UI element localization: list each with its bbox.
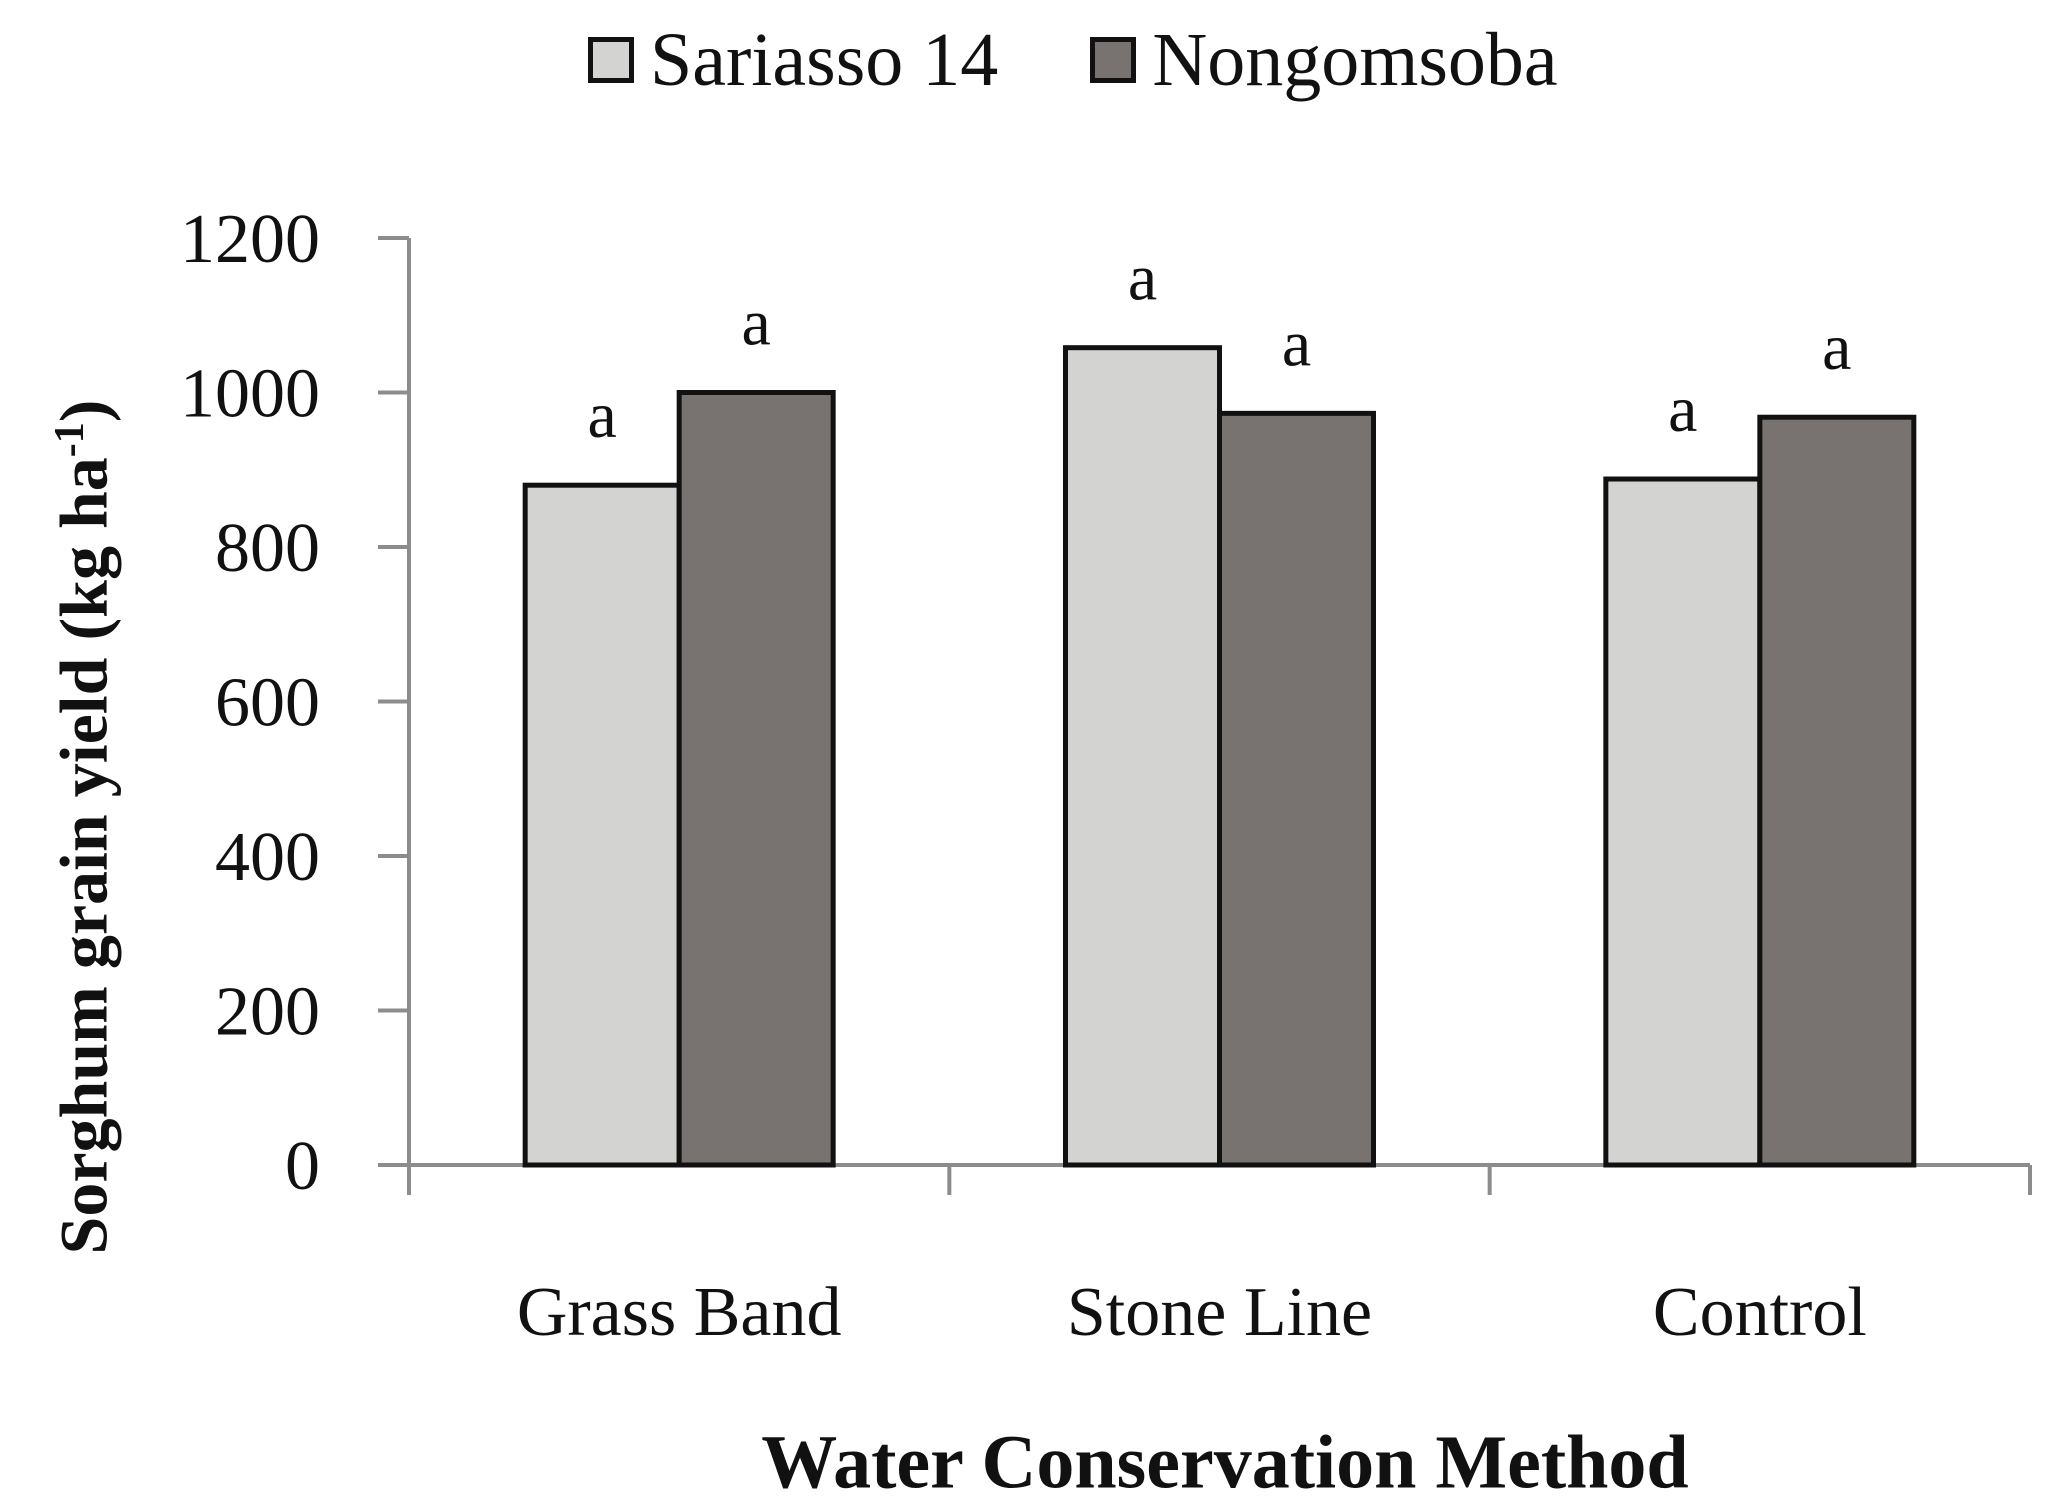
legend-item-nongomsoba: Nongomsoba xyxy=(1090,17,1558,104)
significance-letter: a xyxy=(1668,373,1697,446)
x-axis-label: Water Conservation Method xyxy=(761,1420,1689,1505)
significance-letter: a xyxy=(1822,311,1851,384)
y-tick-label: 600 xyxy=(215,665,320,742)
bar xyxy=(1063,345,1222,1168)
y-tick-label: 0 xyxy=(285,1128,320,1205)
x-tick-label: Grass Band xyxy=(517,1274,842,1351)
bar xyxy=(676,390,836,1168)
legend-label-nongomsoba: Nongomsoba xyxy=(1152,17,1558,102)
legend-swatch-sariasso xyxy=(588,37,634,83)
y-tick-label: 1000 xyxy=(180,356,320,433)
legend: Sariasso 14 Nongomsoba xyxy=(588,18,1558,102)
legend-label-sariasso: Sariasso 14 xyxy=(650,17,999,102)
significance-letter: a xyxy=(1128,242,1157,315)
bar xyxy=(1217,410,1376,1168)
y-tick-label: 200 xyxy=(215,974,320,1051)
significance-letter: a xyxy=(1282,307,1311,380)
x-tick-label: Stone Line xyxy=(1067,1274,1372,1351)
y-tick-label: 400 xyxy=(215,819,320,896)
x-tick-label: Control xyxy=(1653,1274,1867,1351)
significance-letter: a xyxy=(588,379,617,452)
significance-letter: a xyxy=(742,287,771,360)
legend-swatch-nongomsoba xyxy=(1090,37,1137,83)
bar xyxy=(1757,414,1917,1168)
legend-item-sariasso: Sariasso 14 xyxy=(588,17,998,104)
y-tick-label: 800 xyxy=(215,510,320,587)
y-tick-label: 1200 xyxy=(180,201,320,278)
bar xyxy=(1603,476,1763,1168)
bar xyxy=(522,482,682,1168)
